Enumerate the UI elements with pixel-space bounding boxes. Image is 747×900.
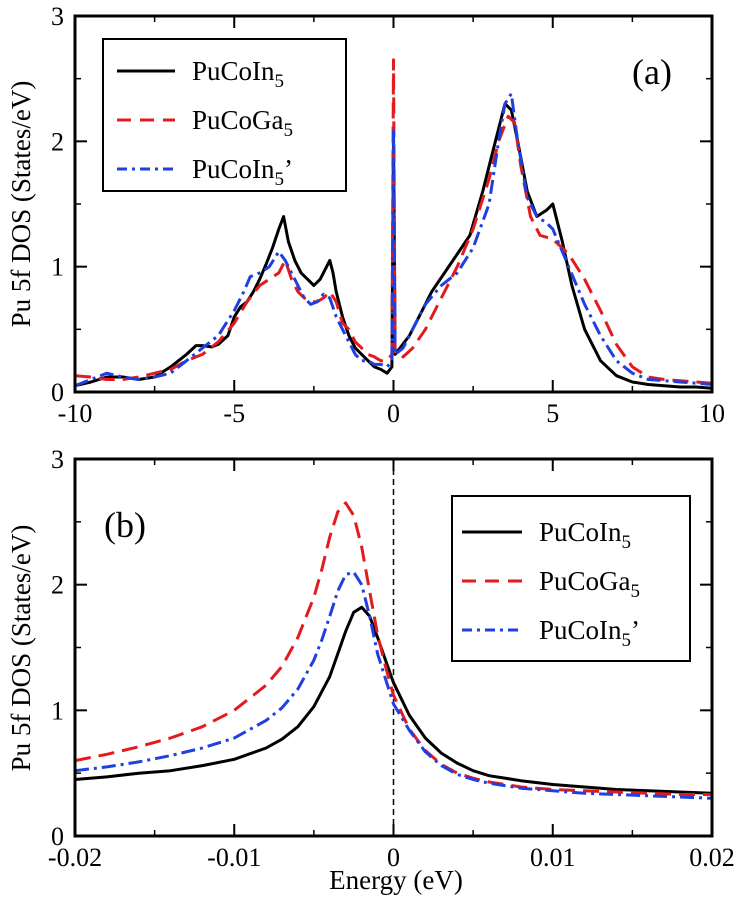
y-tick-label-b-0: 0 [51,822,64,851]
y-tick-label-a-0: 0 [51,378,64,407]
legend-label-a-0: PuCoIn5 [192,56,284,92]
series-line-b-0 [75,605,712,795]
legend-a: PuCoIn5 PuCoGa5 PuCoIn5’ [102,38,347,192]
tick-layer-b: -0.02 -0.01 0 0.01 0.02 0 1 2 3 [48,445,735,872]
y-tick-label-a-1: 1 [51,253,64,282]
legend-frame-b [451,495,691,662]
x-tick-label-b-3: 0.01 [530,843,576,872]
legend-label-b-0: PuCoIn5 [539,517,631,553]
x-tick-label-a-4: 10 [699,399,725,428]
legend-label-b-1: PuCoGa5 [539,566,640,602]
x-tick-label-a-2: 0 [387,399,400,428]
series-line-b-2 [75,570,712,800]
legend-label-a-1: PuCoGa5 [192,105,293,141]
series-line-a-1 [75,58,712,385]
legend-b: PuCoIn5 PuCoGa5 PuCoIn5’ [451,495,691,662]
series-layer-a [75,58,712,390]
series-line-a-0 [75,102,712,390]
x-tick-label-b-2: 0 [387,843,400,872]
panel-b: -0.02 -0.01 0 0.01 0.02 0 1 2 3 (b) Pu 5f DOS (S… [6,445,735,872]
y-tick-label-a-3: 3 [51,2,64,31]
x-tick-label-a-0: -10 [58,399,93,428]
series-line-b-1 [75,501,712,796]
y-tick-label-b-3: 3 [51,445,64,474]
legend-label-a-2: PuCoIn5’ [192,154,293,190]
y-axis-title-b: Pu 5f DOS (States/eV) [6,525,36,772]
y-tick-label-a-2: 2 [51,127,64,156]
panel-label-b: (b) [104,505,146,545]
legend-frame-a [102,38,347,192]
panel-label-a: (a) [632,52,672,92]
x-tick-label-a-1: -5 [223,399,245,428]
x-tick-label-b-1: -0.01 [207,843,261,872]
legend-label-b-2: PuCoIn5’ [539,615,640,651]
x-tick-label-a-3: 5 [546,399,559,428]
x-tick-label-b-0: -0.02 [48,843,102,872]
series-line-a-2 [75,92,712,388]
y-tick-label-b-2: 2 [51,571,64,600]
y-tick-label-b-1: 1 [51,696,64,725]
x-tick-label-b-4: 0.02 [689,843,735,872]
y-axis-title-a: Pu 5f DOS (States/eV) [6,81,36,328]
series-layer-b [75,501,712,800]
tick-layer-a: -10 -5 0 5 10 0 1 2 3 [51,2,725,428]
x-axis-title: Energy (eV) [329,865,463,895]
